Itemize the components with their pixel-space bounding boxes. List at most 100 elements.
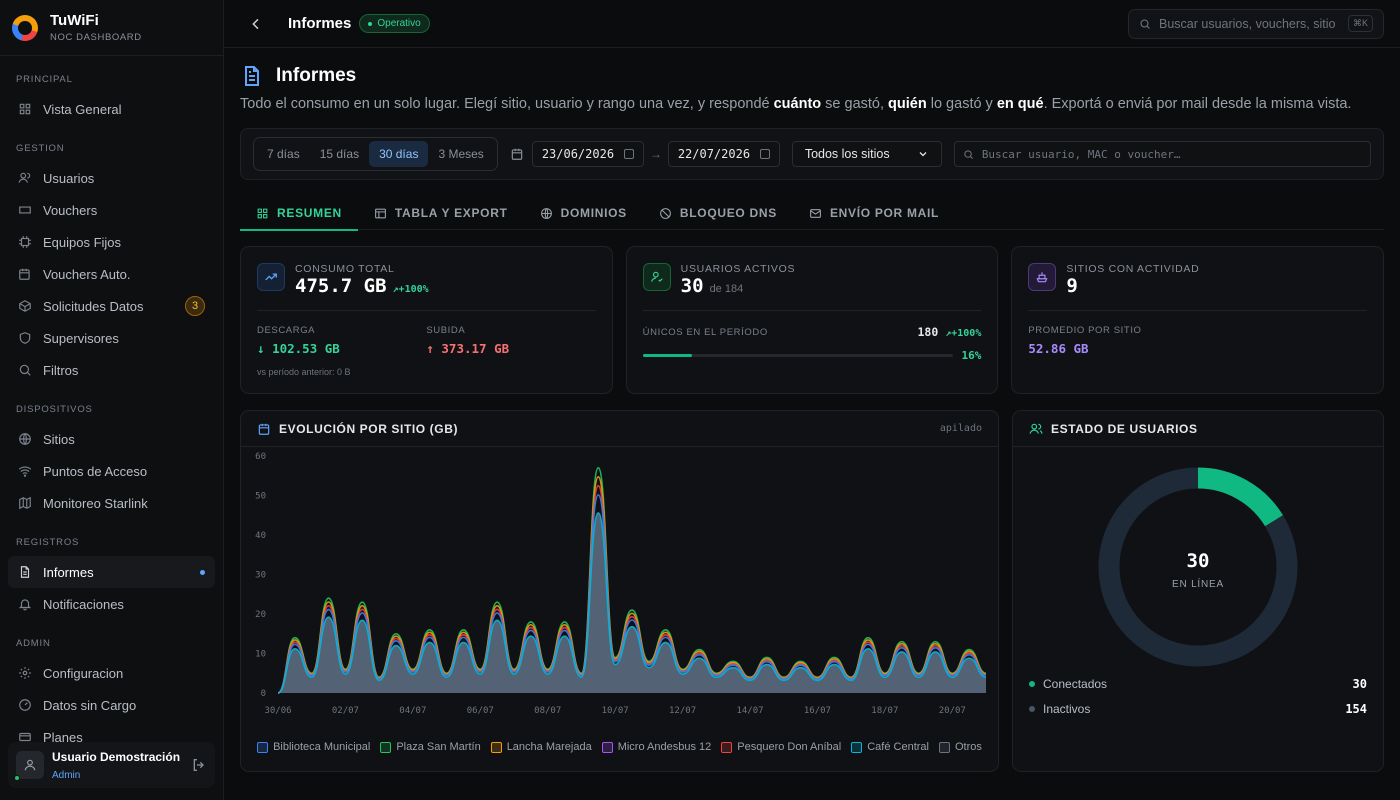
legend-dot (1029, 681, 1035, 687)
user-name: Usuario Demostración (52, 749, 181, 764)
sidebar-item-label: Vista General (43, 101, 122, 117)
legend-label: Micro Andesbus 12 (617, 741, 712, 753)
calendar-picker-icon[interactable] (759, 149, 770, 159)
sidebar-item-vouchers[interactable]: Vouchers (8, 194, 215, 226)
download-value: ↓ 102.53 GB (257, 341, 340, 356)
legend-swatch (851, 741, 863, 753)
nav-icon (18, 171, 32, 185)
sidebar-item-vouchers-auto-[interactable]: Vouchers Auto. (8, 258, 215, 290)
sidebar-item-configuracion[interactable]: Configuracion (8, 657, 215, 689)
legend-label: Café Central (867, 741, 929, 753)
globe-icon (540, 207, 552, 219)
sidebar-item-label: Filtros (43, 362, 79, 378)
sidebar-item-monitoreo-starlink[interactable]: Monitoreo Starlink (8, 487, 215, 519)
y-tick-label: 30 (255, 571, 266, 581)
file-text-icon (245, 66, 259, 86)
sidebar-item-label: Puntos de Acceso (43, 463, 148, 479)
file-icon (20, 566, 30, 578)
notification-badge: 3 (185, 296, 205, 316)
logout-icon[interactable] (191, 757, 207, 773)
global-search-input[interactable]: Buscar usuarios, vouchers, sitio ⌘K (1128, 8, 1384, 39)
tab-icon (659, 207, 672, 220)
package-icon (19, 300, 31, 312)
nav-icon (18, 698, 32, 712)
back-button[interactable] (248, 16, 264, 32)
tab-label: TABLA Y EXPORT (394, 206, 508, 220)
kpi-cards: CONSUMO TOTAL 475.7 GB ↗+100% DESCARGA ↓ … (240, 246, 1385, 394)
date-to-input[interactable]: 22/07/2026 (667, 141, 780, 167)
legend-item[interactable]: Café Central (851, 741, 929, 753)
active-dot (200, 569, 205, 575)
nav-icon (18, 464, 32, 478)
legend-value: 154 (1345, 702, 1367, 716)
sidebar-item-solicitudes-datos[interactable]: Solicitudes Datos 3 (8, 290, 215, 322)
sidebar-item-usuarios[interactable]: Usuarios (8, 162, 215, 194)
donut-center-value: 30 (1187, 550, 1210, 572)
active-users-progress (642, 354, 954, 357)
date-from-input[interactable]: 23/06/2026 (531, 141, 644, 167)
calendar-clock-icon (19, 268, 30, 280)
range-option[interactable]: 15 días (319, 147, 360, 161)
range-option[interactable]: 3 Meses (438, 147, 484, 161)
sidebar-item-equipos-fijos[interactable]: Equipos Fijos (8, 226, 215, 258)
user-card[interactable]: Usuario Demostración Admin (8, 742, 215, 788)
evolution-chart: 0 10 20 30 40 50 60 30/06 02/07 04/07 06/07 08/07 10… (255, 452, 987, 716)
calendar-picker-icon[interactable] (623, 149, 634, 159)
filter-search-input[interactable]: Buscar usuario, MAC o voucher… (953, 141, 1371, 167)
sidebar-item-notificaciones[interactable]: Notificaciones (8, 588, 215, 620)
brand[interactable]: TuWiFi NOC DASHBOARD (0, 0, 223, 56)
sidebar-item-puntos-de-acceso[interactable]: Puntos de Acceso (8, 455, 215, 487)
intro-bold-1: cuánto (773, 96, 822, 112)
legend-swatch (939, 741, 950, 753)
tab-bloqueo-dns[interactable]: BLOQUEO DNS (643, 196, 793, 230)
sidebar-item-label: Vouchers (43, 202, 98, 218)
legend-item[interactable]: Lancha Marejada (490, 741, 592, 753)
sidebar-item-sitios[interactable]: Sitios (8, 423, 215, 455)
user-icon (24, 759, 36, 771)
tab-label: ENVÍO POR MAIL (829, 206, 940, 220)
nav-icon (18, 496, 32, 510)
x-tick-label: 10/07 (602, 706, 629, 716)
donut-center-label: EN LÍNEA (1172, 577, 1224, 590)
ban-icon (659, 207, 671, 219)
users-icon (18, 172, 31, 183)
tab-icon (374, 207, 387, 220)
legend-label: Conectados (1043, 677, 1108, 691)
legend-item[interactable]: Pesquero Don Aníbal (721, 741, 841, 753)
legend-dot (1029, 706, 1035, 712)
nav-icon (18, 597, 32, 611)
tab-dominios[interactable]: DOMINIOS (524, 196, 643, 230)
range-option[interactable]: 30 días (369, 141, 429, 167)
tab-tabla-y-export[interactable]: TABLA Y EXPORT (358, 196, 524, 230)
sidebar-item-label: Datos sin Cargo (43, 697, 137, 713)
range-option[interactable]: 7 días (267, 147, 300, 161)
y-tick-label: 0 (261, 689, 266, 699)
x-tick-label: 12/07 (669, 706, 696, 716)
sidebar-item-filtros[interactable]: Filtros (8, 354, 215, 386)
sidebar-item-label: Informes (43, 564, 94, 580)
sidebar-item-supervisores[interactable]: Supervisores (8, 322, 215, 354)
legend-item[interactable]: Plaza San Martín (380, 741, 481, 753)
legend-item[interactable]: Otros (939, 741, 982, 753)
search-icon (19, 364, 31, 376)
kpi-consumo-value: 475.7 GB (295, 275, 387, 297)
range-selector: 7 días 15 días 30 días 3 Meses (253, 137, 498, 171)
tab-resumen[interactable]: RESUMEN (240, 196, 358, 231)
sidebar-item-planes[interactable]: Planes (8, 721, 215, 753)
date-from-value: 23/06/2026 (541, 147, 615, 161)
y-tick-label: 10 (255, 650, 266, 660)
sidebar-item-vista-general[interactable]: Vista General (8, 93, 215, 125)
kpi-title: USUARIOS ACTIVOS (680, 263, 796, 275)
legend-item[interactable]: Biblioteca Municipal (257, 741, 370, 753)
site-select[interactable]: Todos los sitios (791, 141, 942, 167)
sidebar-item-informes[interactable]: Informes (8, 556, 215, 588)
sidebar: TuWiFi NOC DASHBOARD PRINCIPAL Vista Gene… (0, 0, 224, 800)
sidebar-item-datos-sin-cargo[interactable]: Datos sin Cargo (8, 689, 215, 721)
legend-item[interactable]: Micro Andesbus 12 (601, 741, 712, 753)
sidebar-item-label: Sitios (43, 431, 75, 447)
tab-env-o-por-mail[interactable]: ENVÍO POR MAIL (793, 196, 955, 230)
main: Informes Operativo Buscar usuarios, vouc… (224, 0, 1400, 800)
chevron-down-icon (919, 152, 927, 157)
globe-icon (19, 433, 31, 445)
y-tick-label: 20 (255, 610, 266, 620)
